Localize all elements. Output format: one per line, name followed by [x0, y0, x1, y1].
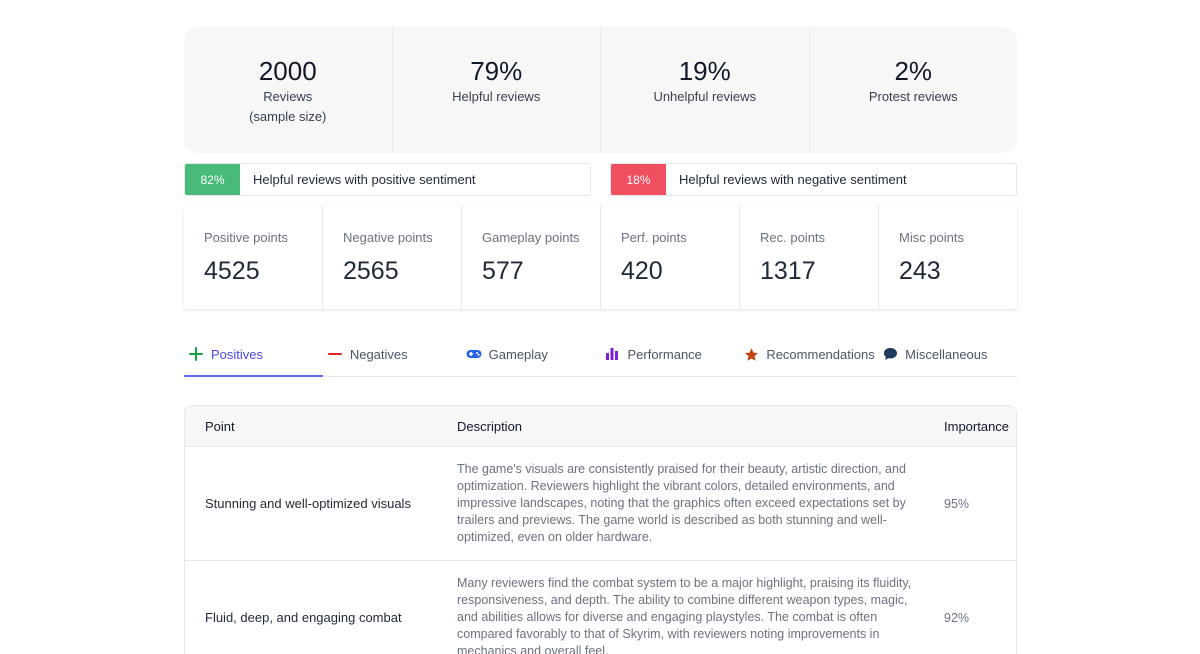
stat-protest: 2% Protest reviews: [810, 27, 1018, 153]
point-label: Positive points: [204, 230, 288, 245]
stat-value: 19%: [678, 56, 731, 86]
stat-value: 79%: [470, 56, 523, 86]
row-point: Stunning and well-optimized visuals: [205, 496, 411, 511]
tab-label: Recommendations: [766, 346, 875, 362]
row-point: Fluid, deep, and engaging combat: [205, 610, 402, 625]
minus-icon: [327, 346, 343, 362]
performance-points: Perf. points 420: [601, 206, 740, 309]
negative-sentiment-label: Helpful reviews with negative sentiment: [679, 172, 907, 187]
stats-panel: 2000 Reviews (sample size) 79% Helpful r…: [184, 27, 1017, 153]
recommendation-points: Rec. points 1317: [740, 206, 879, 309]
header-importance: Importance: [944, 418, 1010, 434]
point-value: 243: [899, 257, 941, 285]
point-value: 420: [621, 257, 663, 285]
stat-sublabel: (sample size): [249, 109, 327, 124]
tab-performance[interactable]: Performance: [600, 336, 739, 376]
point-label: Misc points: [899, 230, 965, 245]
positive-sentiment-label: Helpful reviews with positive sentiment: [253, 172, 476, 187]
point-label: Gameplay points: [482, 230, 580, 245]
stat-label: Protest reviews: [868, 89, 958, 104]
stat-value: 2000: [258, 56, 317, 86]
row-description: The game's visuals are consistently prai…: [457, 462, 906, 544]
row-importance: 95%: [944, 496, 970, 511]
point-value: 1317: [760, 257, 816, 285]
point-label: Negative points: [343, 230, 433, 245]
negative-sentiment-badge: 18%: [611, 164, 666, 195]
review-dashboard: 2000 Reviews (sample size) 79% Helpful r…: [184, 27, 1017, 654]
positive-sentiment-badge: 82%: [185, 164, 240, 195]
point-label: Rec. points: [760, 230, 826, 245]
tab-negatives[interactable]: Negatives: [323, 336, 462, 376]
point-value: 2565: [343, 257, 399, 285]
row-description: Many reviewers find the combat system to…: [457, 576, 912, 654]
table-row[interactable]: Fluid, deep, and engaging combat Many re…: [185, 561, 1016, 654]
gamepad-icon: [466, 346, 482, 362]
tab-recommendations[interactable]: Recommendations: [739, 336, 878, 376]
sentiment-row: 82% Helpful reviews with positive sentim…: [184, 163, 1017, 196]
stat-label: Reviews: [263, 89, 313, 104]
tab-miscellaneous[interactable]: Miscellaneous: [878, 336, 1017, 376]
positive-points: Positive points 4525: [184, 206, 323, 309]
stat-helpful: 79% Helpful reviews: [393, 27, 601, 153]
stat-unhelpful: 19% Unhelpful reviews: [601, 27, 810, 153]
positive-sentiment-bar: 82% Helpful reviews with positive sentim…: [184, 163, 591, 196]
table-row[interactable]: Stunning and well-optimized visuals The …: [185, 447, 1016, 561]
negative-sentiment-bar: 18% Helpful reviews with negative sentim…: [610, 163, 1017, 196]
header-description: Description: [457, 418, 523, 434]
row-importance: 92%: [944, 610, 970, 625]
category-tabs: Positives Negatives Gameplay Performance…: [184, 336, 1017, 377]
tab-gameplay[interactable]: Gameplay: [462, 336, 601, 376]
plus-icon: [188, 346, 204, 362]
points-table: Point Description Importance Stunning an…: [184, 405, 1017, 654]
tab-label: Gameplay: [488, 346, 548, 362]
point-value: 4525: [204, 257, 260, 285]
tab-label: Negatives: [349, 346, 408, 362]
stat-value: 2%: [894, 56, 933, 86]
points-panel: Positive points 4525 Negative points 256…: [184, 206, 1017, 309]
tab-label: Performance: [627, 346, 702, 362]
star-icon: [743, 346, 759, 362]
misc-points: Misc points 243: [879, 206, 1017, 309]
bar-chart-icon: [604, 346, 620, 362]
tab-positives[interactable]: Positives: [184, 336, 323, 377]
table-header: Point Description Importance: [185, 406, 1016, 447]
gameplay-points: Gameplay points 577: [462, 206, 601, 309]
tab-label: Positives: [211, 346, 264, 362]
stat-reviews: 2000 Reviews (sample size): [184, 27, 393, 153]
point-value: 577: [482, 257, 524, 285]
stat-label: Helpful reviews: [452, 89, 541, 104]
stat-label: Unhelpful reviews: [653, 89, 757, 104]
point-label: Perf. points: [621, 230, 687, 245]
negative-points: Negative points 2565: [323, 206, 462, 309]
speech-bubble-icon: [882, 346, 898, 362]
tab-label: Miscellaneous: [905, 346, 988, 362]
header-point: Point: [205, 418, 235, 434]
